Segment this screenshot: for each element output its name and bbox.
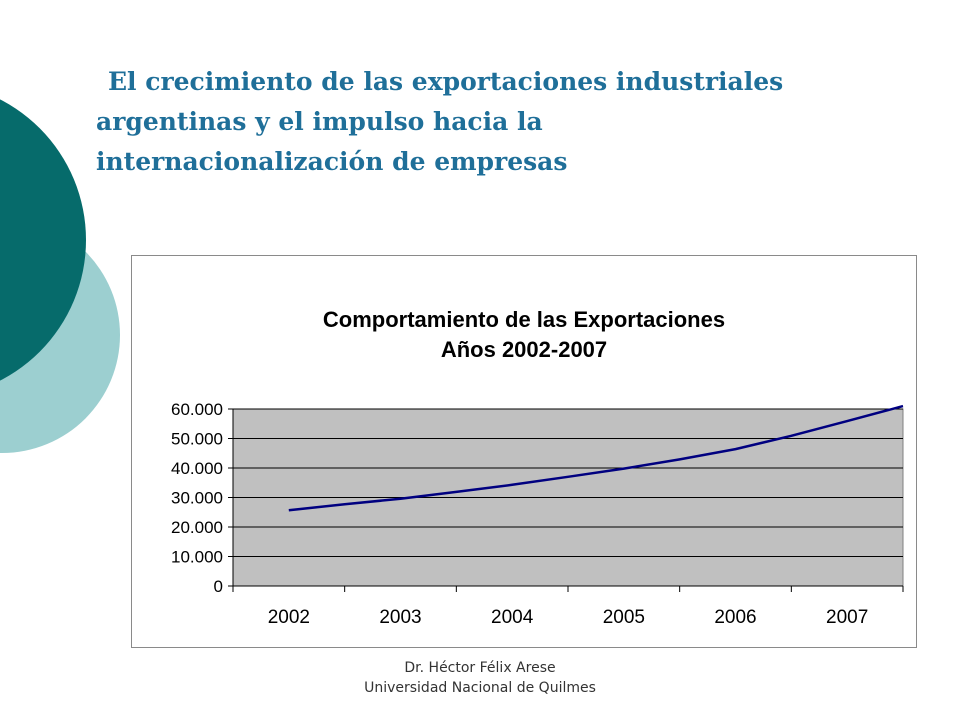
series-line: [288, 404, 904, 512]
exports-line-chart: Comportamiento de las Exportaciones Años…: [171, 307, 904, 628]
decorative-dark-circle: [0, 99, 86, 381]
x-tick-label: 2006: [714, 607, 756, 628]
plot-layer: 0 10.000 20.000 30.000 40.000 50.000 60.000 200…: [171, 400, 904, 628]
decorative-circles: [0, 99, 120, 453]
y-tick-label: 10.000: [171, 548, 223, 567]
title-line-3: internacionalización de empresas: [96, 147, 568, 176]
x-tick-label: 2004: [491, 607, 534, 628]
footer-institution: Universidad Nacional de Quilmes: [364, 680, 596, 696]
y-tick-label: 20.000: [171, 518, 223, 537]
footer-author: Dr. Héctor Félix Arese: [404, 660, 556, 676]
y-tick-label: 40.000: [171, 459, 223, 478]
x-tick-label: 2003: [379, 607, 421, 628]
y-tick-label: 0: [214, 577, 223, 596]
chart-title: Comportamiento de las Exportaciones: [323, 307, 725, 332]
chart-container: Comportamiento de las Exportaciones Años…: [131, 255, 917, 648]
x-tick-label: 2007: [826, 607, 868, 628]
y-tick-label: 50.000: [171, 430, 223, 449]
y-tick-label: 60.000: [171, 400, 223, 419]
title-line-1: El crecimiento de las exportaciones indu…: [108, 67, 784, 96]
title-line-2: argentinas y el impulso hacia la: [96, 107, 543, 136]
slide-title: El crecimiento de las exportaciones indu…: [96, 62, 946, 182]
chart-subtitle: Años 2002-2007: [441, 337, 607, 362]
x-tick-label: 2002: [268, 607, 310, 628]
y-tick-label: 30.000: [171, 489, 223, 508]
x-tick-label: 2005: [603, 607, 645, 628]
